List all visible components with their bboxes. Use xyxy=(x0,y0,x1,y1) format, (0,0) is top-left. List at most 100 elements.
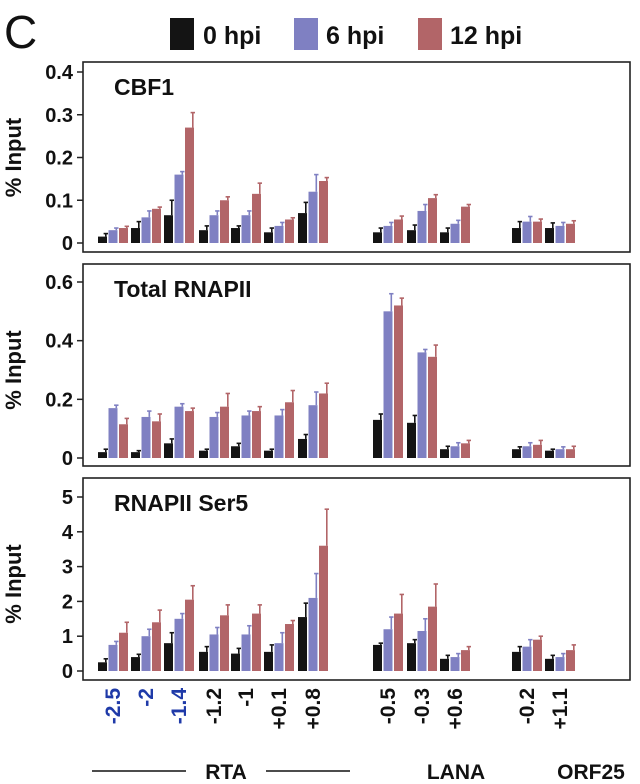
bar-0hpi xyxy=(298,617,307,671)
bar-0hpi xyxy=(512,228,521,243)
y-tick-label: 4 xyxy=(62,522,74,544)
bar-12hpi xyxy=(220,615,229,671)
bar-12hpi xyxy=(185,599,194,671)
gene-label-rta: RTA xyxy=(205,761,247,784)
bar-0hpi xyxy=(440,232,449,243)
bar-0hpi xyxy=(545,450,554,458)
legend-swatch-0hpi xyxy=(170,18,194,50)
x-tick-label: -1 xyxy=(235,688,258,707)
bar-6hpi xyxy=(108,230,118,243)
panel-letter: C xyxy=(4,6,37,58)
bar-6hpi xyxy=(555,225,565,243)
bar-0hpi xyxy=(164,215,173,243)
panel-title: RNAPII Ser5 xyxy=(114,490,248,516)
bar-6hpi xyxy=(141,636,151,671)
bar-12hpi xyxy=(533,221,542,243)
bar-6hpi xyxy=(450,446,460,458)
bar-12hpi xyxy=(220,200,229,243)
bar-6hpi xyxy=(417,630,427,671)
gene-group-labels: RTA LANA ORF25 xyxy=(92,761,625,784)
bar-12hpi xyxy=(461,443,470,458)
y-tick-label: 0 xyxy=(62,661,73,683)
bar-6hpi xyxy=(241,415,251,458)
x-tick-label: -2.5 xyxy=(102,688,125,725)
bar-12hpi xyxy=(285,624,294,671)
bar-12hpi xyxy=(394,219,403,243)
bar-0hpi xyxy=(131,657,140,671)
bar-6hpi xyxy=(108,408,118,458)
bar-12hpi xyxy=(533,639,542,671)
bar-6hpi xyxy=(383,225,393,243)
bar-6hpi xyxy=(174,406,184,458)
panel-title: CBF1 xyxy=(114,74,174,100)
bar-12hpi xyxy=(152,421,161,458)
x-tick-label: -2 xyxy=(135,688,158,707)
bar-6hpi xyxy=(555,657,565,671)
bar-0hpi xyxy=(407,422,416,458)
bar-6hpi xyxy=(209,416,219,458)
y-tick-label: 1 xyxy=(62,626,73,648)
bar-0hpi xyxy=(264,651,273,671)
panel-1: CBF1 0 0.1 0.2 0.3 0.4 % Input xyxy=(1,61,631,255)
bar-12hpi xyxy=(152,208,161,243)
legend-swatch-6hpi xyxy=(294,18,318,50)
y-tick-label: 0.3 xyxy=(45,105,73,127)
bar-0hpi xyxy=(440,658,449,671)
bar-0hpi xyxy=(199,230,208,243)
legend-label-6hpi: 6 hpi xyxy=(326,22,384,50)
bar-12hpi xyxy=(566,223,575,243)
bar-12hpi xyxy=(533,444,542,458)
y-tick-label: 5 xyxy=(62,487,73,509)
y-tick-label: 2 xyxy=(62,591,73,613)
bar-6hpi xyxy=(174,618,184,671)
bar-0hpi xyxy=(231,228,240,243)
bar-12hpi xyxy=(566,650,575,671)
bar-12hpi xyxy=(394,613,403,671)
bar-6hpi xyxy=(108,644,118,671)
bar-0hpi xyxy=(264,232,273,243)
bar-6hpi xyxy=(308,405,318,458)
x-tick-label: +1.1 xyxy=(549,688,572,730)
bar-12hpi xyxy=(185,411,194,458)
bar-0hpi xyxy=(231,446,240,458)
x-tick-label: -1.2 xyxy=(203,688,226,724)
bar-12hpi xyxy=(119,424,128,458)
y-tick-label: 0.2 xyxy=(45,148,73,170)
x-tick-label: -0.2 xyxy=(516,688,539,724)
bar-0hpi xyxy=(164,443,173,458)
bar-0hpi xyxy=(298,438,307,458)
bar-12hpi xyxy=(566,449,575,458)
x-tick-label: -1.4 xyxy=(168,688,191,725)
bar-6hpi xyxy=(241,634,251,671)
bar-0hpi xyxy=(545,228,554,243)
panel-2: Total RNAPII 0 0.2 0.4 0.6 % Input xyxy=(1,263,631,470)
bar-6hpi xyxy=(209,634,219,671)
bar-12hpi xyxy=(319,181,328,243)
bar-0hpi xyxy=(199,450,208,458)
y-tick-label: 0.4 xyxy=(45,331,74,353)
bar-12hpi xyxy=(252,613,261,671)
panel-3: RNAPII Ser5 0 1 2 3 4 5 % Input xyxy=(1,477,631,683)
bar-6hpi xyxy=(308,597,318,671)
bar-6hpi xyxy=(274,225,284,243)
panel-frame xyxy=(82,263,631,467)
bar-12hpi xyxy=(285,402,294,458)
y-tick-label: 0.4 xyxy=(45,62,74,84)
bar-0hpi xyxy=(131,452,140,458)
legend-swatch-12hpi xyxy=(418,18,442,50)
bar-0hpi xyxy=(373,644,382,671)
bar-6hpi xyxy=(141,416,151,458)
bar-0hpi xyxy=(131,228,140,243)
bar-12hpi xyxy=(319,545,328,671)
bar-0hpi xyxy=(512,651,521,671)
x-tick-label: -0.5 xyxy=(377,688,400,725)
bar-0hpi xyxy=(98,662,107,671)
bar-0hpi xyxy=(231,653,240,671)
bar-6hpi xyxy=(274,415,284,458)
bar-0hpi xyxy=(373,232,382,243)
bar-6hpi xyxy=(450,223,460,243)
bar-12hpi xyxy=(461,206,470,243)
y-axis-label: % Input xyxy=(1,117,26,197)
bar-0hpi xyxy=(298,213,307,243)
